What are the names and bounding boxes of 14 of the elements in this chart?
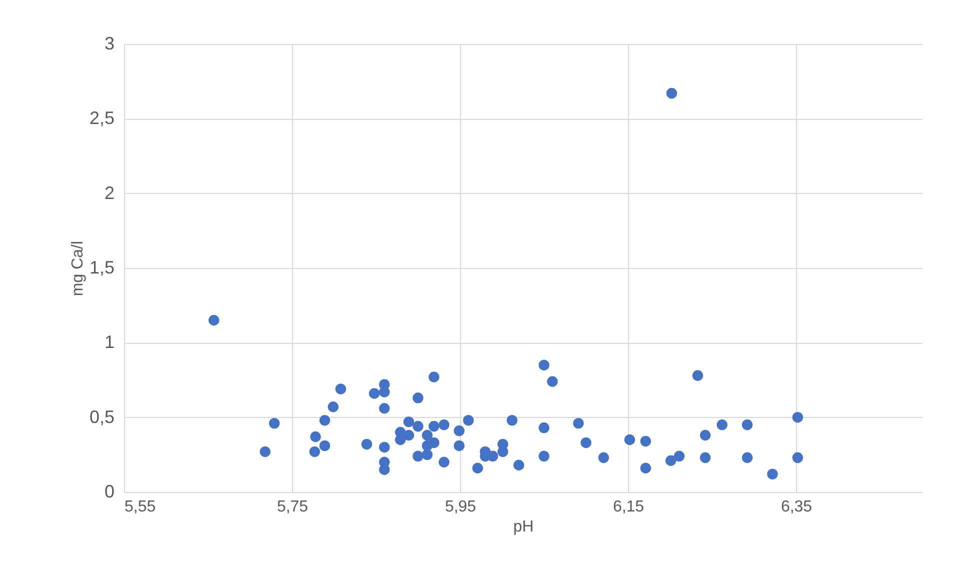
y-tick-label: 1 <box>104 332 114 352</box>
y-tick-label: 0 <box>104 482 114 502</box>
x-tick-label: 6,15 <box>612 498 644 516</box>
x-axis-title: pH <box>513 518 534 536</box>
y-tick-label: 2 <box>104 182 114 203</box>
x-tick-label: 5,55 <box>124 498 156 516</box>
x-tick-label: 6,35 <box>780 498 812 516</box>
x-tick-label: 5,75 <box>276 498 308 516</box>
y-tick-label: 0,5 <box>89 406 114 427</box>
y-tick-label: 2,5 <box>89 108 114 128</box>
y-axis-title: mg Ca/l <box>69 240 86 296</box>
x-tick-label: 5,95 <box>444 498 476 516</box>
y-tick-label: 1,5 <box>89 258 114 278</box>
y-tick-label: 3 <box>104 34 114 54</box>
